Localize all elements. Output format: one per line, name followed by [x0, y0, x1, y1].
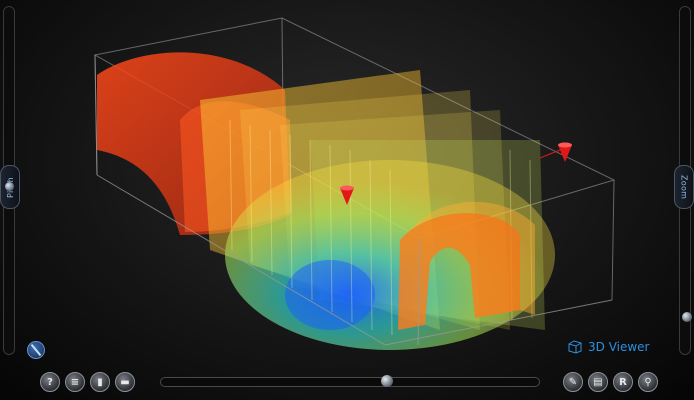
bottom-toolbar: ? ≡ ▮ ▬ ✎ ▤ R ⚲ — [8, 366, 686, 396]
orange-isosurface-right — [398, 213, 520, 330]
page-button[interactable]: ▮ — [90, 372, 110, 392]
zoom-label: Zoom — [679, 174, 689, 200]
compass-icon[interactable] — [27, 341, 45, 359]
zoom-tab[interactable]: Zoom — [674, 165, 694, 209]
wrench-button[interactable]: ✎ — [563, 372, 583, 392]
timeline-slider[interactable] — [160, 375, 540, 387]
layers-icon: ≡ — [70, 376, 80, 388]
page-icon: ▮ — [97, 376, 103, 388]
reset-button[interactable]: R — [613, 372, 633, 392]
layers-button[interactable]: ≡ — [65, 372, 85, 392]
window-button[interactable]: ▬ — [115, 372, 135, 392]
zoom-slider-knob[interactable] — [682, 312, 692, 322]
brand-label: 3D Viewer — [588, 340, 650, 354]
wrench-icon: ✎ — [568, 376, 578, 388]
pitch-slider-knob[interactable] — [5, 182, 14, 191]
cube-icon — [568, 340, 582, 354]
marker-pin-center — [340, 185, 354, 205]
help-icon: ? — [47, 376, 53, 388]
timeline-knob[interactable] — [380, 375, 393, 387]
document-button[interactable]: ▤ — [588, 372, 608, 392]
reset-icon: R — [619, 376, 627, 388]
marker-pin-right — [558, 142, 572, 162]
document-icon: ▤ — [593, 376, 603, 388]
search-icon: ⚲ — [644, 376, 652, 388]
window-icon: ▬ — [120, 376, 130, 388]
brand-logo: 3D Viewer — [567, 340, 649, 354]
help-button[interactable]: ? — [40, 372, 60, 392]
search-button[interactable]: ⚲ — [638, 372, 658, 392]
